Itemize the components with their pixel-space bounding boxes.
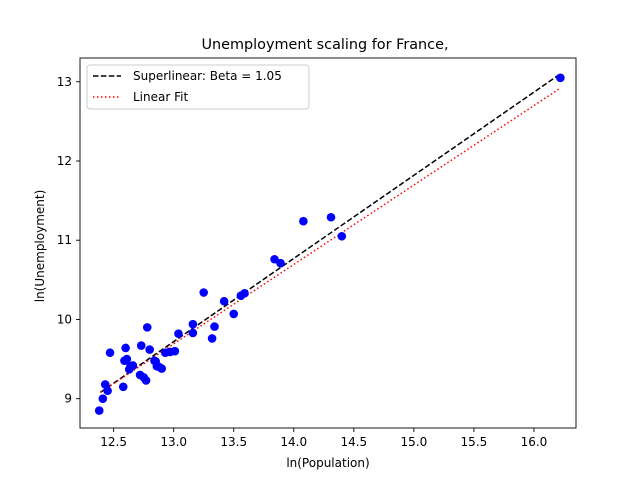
x-tick-label: 15.0 <box>401 435 428 449</box>
plot-frame <box>79 57 577 429</box>
x-tick-label: 13.5 <box>220 435 247 449</box>
legend-box <box>86 64 310 110</box>
y-tick-label: 10 <box>57 312 72 326</box>
legend-label: Linear Fit <box>133 90 188 104</box>
scatter-point <box>98 394 108 403</box>
chart-title: Unemployment scaling for France, <box>201 37 448 53</box>
scatter-point <box>207 334 217 343</box>
y-axis-label: ln(Unemployment) <box>33 190 47 303</box>
scatter-point <box>170 346 180 356</box>
scatter-point <box>174 329 183 339</box>
scatter-point <box>136 341 146 350</box>
scatter-point <box>103 386 112 396</box>
scatter-point <box>128 361 138 370</box>
scatter-point <box>326 212 336 222</box>
scatter-point <box>141 376 151 385</box>
series-line-dotted <box>100 87 561 393</box>
scatter-point <box>121 343 130 353</box>
series-line-dashed <box>99 73 561 393</box>
scatter-point <box>299 216 308 226</box>
scatter-point <box>240 289 249 298</box>
y-tick-label: 12 <box>57 154 72 168</box>
scatter-point <box>188 328 198 338</box>
scatter-point <box>157 364 166 373</box>
scatter-point <box>94 406 104 415</box>
scatter-point <box>145 345 154 354</box>
x-tick-label: 15.5 <box>461 435 488 449</box>
scatter-point <box>276 258 285 268</box>
x-tick-label: 14.0 <box>280 435 307 449</box>
x-tick-label: 13.0 <box>160 435 187 449</box>
x-axis: 12.5 13.0 13.5 14.0 14.5 15.0 15.5 16.0 <box>100 428 547 449</box>
y-axis: 9 10 11 12 13 <box>57 75 80 406</box>
scatter-point <box>556 73 565 83</box>
plot-area <box>79 57 577 429</box>
x-tick-label: 14.5 <box>340 435 367 449</box>
scatter-point <box>199 288 208 297</box>
x-tick-label: 16.0 <box>521 435 548 449</box>
scatter-point <box>122 354 132 364</box>
scatter-point <box>229 309 239 319</box>
y-tick-label: 9 <box>64 392 72 406</box>
y-tick-label: 11 <box>57 233 72 247</box>
scatter-point <box>118 382 128 392</box>
x-axis-label: ln(Population) <box>286 456 369 470</box>
legend-label: Superlinear: Beta = 1.05 <box>133 69 282 83</box>
scatter-point <box>210 322 219 331</box>
y-tick-label: 13 <box>57 75 72 89</box>
scatter-point <box>219 296 229 306</box>
scatter-point <box>188 319 198 329</box>
legend: Superlinear: Beta = 1.05 Linear Fit <box>86 64 310 110</box>
scatter-point <box>142 323 152 332</box>
scatter-point <box>105 348 115 358</box>
scatter-point <box>337 231 347 241</box>
x-tick-label: 12.5 <box>100 435 127 449</box>
